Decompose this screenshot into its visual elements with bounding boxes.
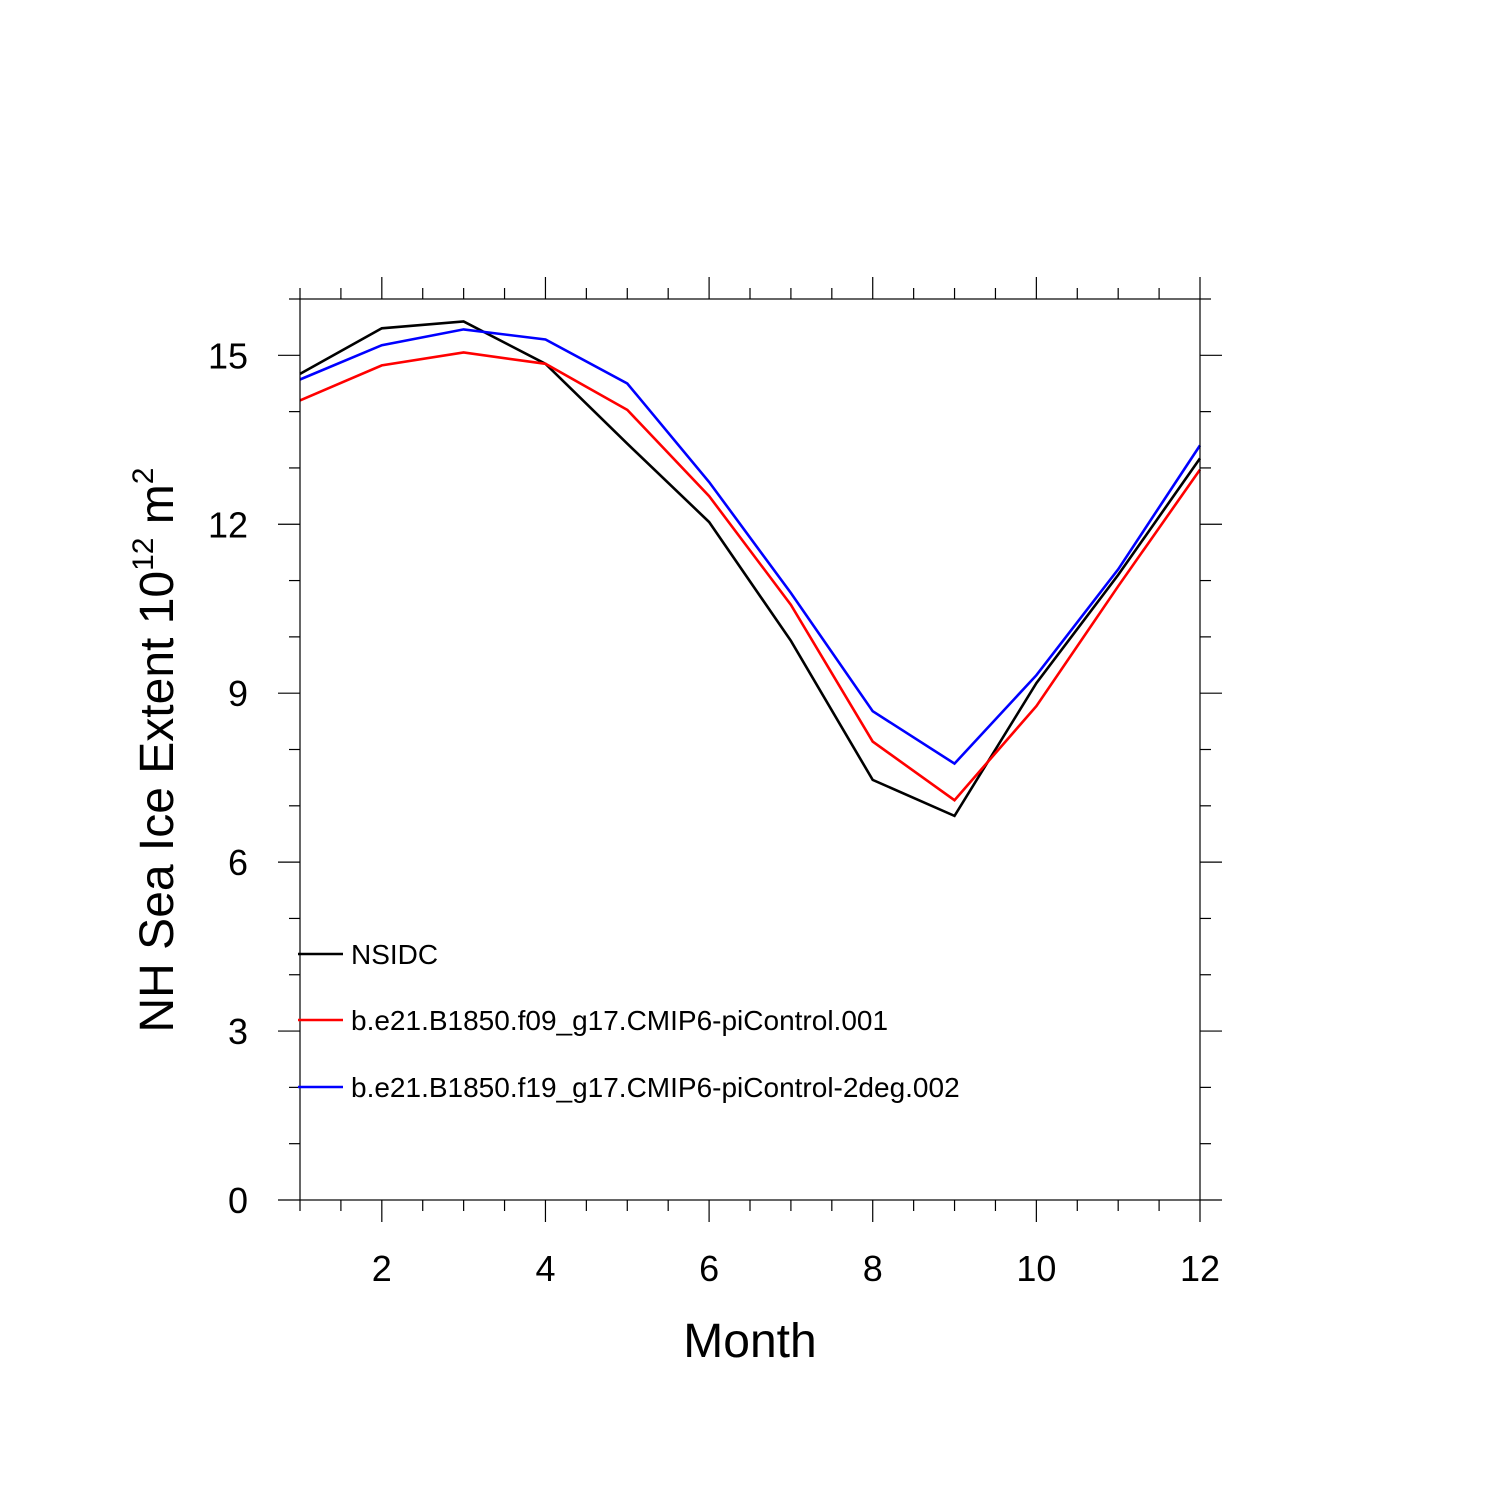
x-tick-label: 12 [1180, 1248, 1220, 1289]
y-axis-title-exponent: 12 [127, 538, 160, 571]
legend-label-nsidc: NSIDC [351, 939, 438, 970]
plot-frame [299, 298, 1201, 1201]
svg-text:NH Sea Ice Extent 1012 m2: NH Sea Ice Extent 1012 m2 [127, 468, 184, 1033]
x-tick-label: 8 [863, 1248, 883, 1289]
y-axis-title-unit: m [131, 484, 184, 537]
data-series [299, 320, 1202, 818]
y-tick-label: 12 [208, 504, 248, 545]
y-axis-title: NH Sea Ice Extent 1012 m2 [127, 468, 184, 1033]
x-axis-title: Month [683, 1315, 816, 1368]
y-tick-label: 6 [228, 842, 248, 883]
y-axis-title-unit-exponent: 2 [127, 468, 160, 485]
x-tick-label: 6 [699, 1248, 719, 1289]
legend-label-f19: b.e21.B1850.f19_g17.CMIP6-piControl-2deg… [351, 1072, 960, 1103]
y-tick-label: 15 [208, 335, 248, 376]
x-tick-label: 2 [372, 1248, 392, 1289]
tick-labels: 2 4 6 8 10 12 0 3 6 9 12 15 [208, 335, 1220, 1289]
y-tick-label: 0 [228, 1180, 248, 1221]
series-line-2 [299, 328, 1202, 766]
axis-ticks [278, 277, 1222, 1222]
x-tick-label: 4 [535, 1248, 555, 1289]
legend: NSIDC b.e21.B1850.f09_g17.CMIP6-piContro… [298, 939, 960, 1103]
y-axis-title-text: NH Sea Ice Extent 10 [131, 571, 184, 1033]
legend-label-f09: b.e21.B1850.f09_g17.CMIP6-piControl.001 [351, 1005, 888, 1036]
series-line-1 [299, 351, 1202, 802]
series-line-0 [299, 320, 1202, 818]
y-tick-label: 3 [228, 1011, 248, 1052]
y-tick-label: 9 [228, 673, 248, 714]
x-tick-label: 10 [1016, 1248, 1056, 1289]
